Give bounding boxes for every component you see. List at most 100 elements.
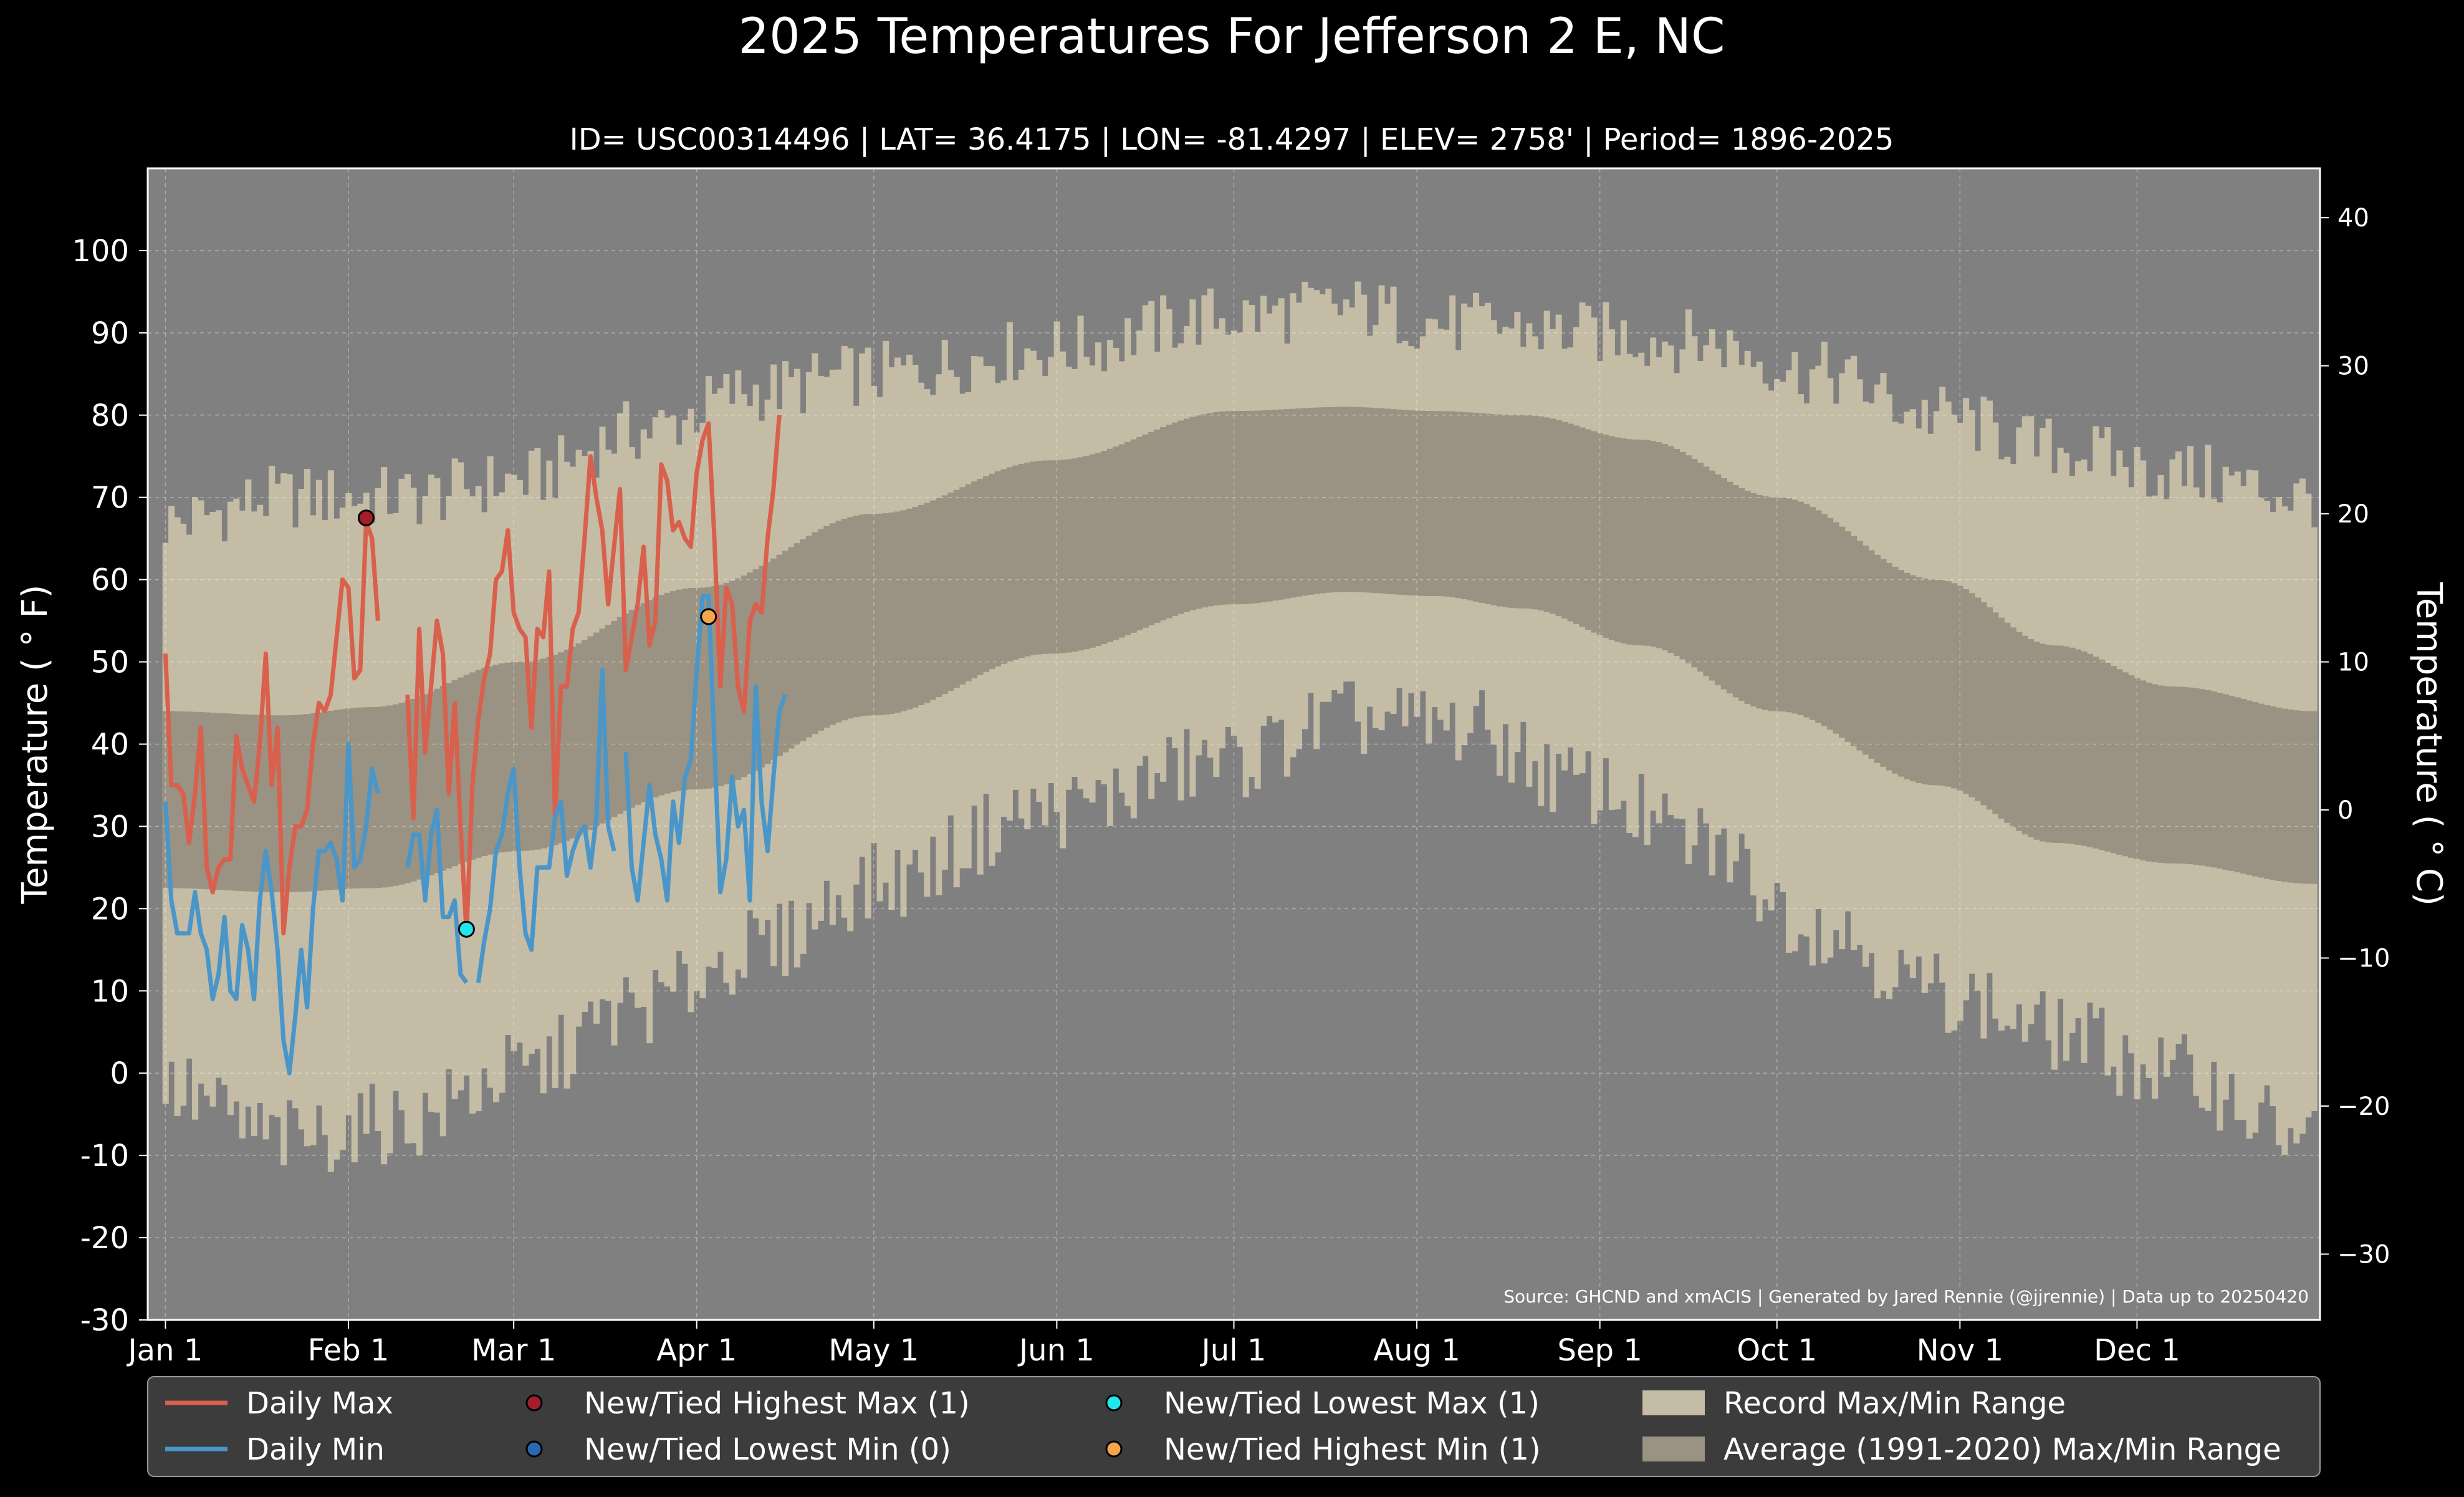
x-tick-label: Mar 1 <box>471 1333 556 1368</box>
normal-range-bar <box>1396 409 1402 595</box>
legend-label: New/Tied Lowest Max (1) <box>1164 1386 1540 1421</box>
normal-range-bar <box>439 686 446 871</box>
normal-range-bar <box>1543 417 1550 612</box>
normal-range-bar <box>670 590 677 792</box>
normal-range-bar <box>2181 686 2188 864</box>
normal-range-bar <box>847 517 854 719</box>
normal-range-bar <box>1461 412 1468 599</box>
normal-range-bar <box>1160 427 1167 621</box>
normal-range-bar <box>1851 536 1858 746</box>
normal-range-bar <box>1349 407 1356 592</box>
normal-range-bar <box>1148 431 1155 625</box>
normal-range-bar <box>499 663 506 853</box>
normal-range-bar <box>1419 410 1426 596</box>
normal-range-bar <box>2210 691 2217 868</box>
normal-range-bar <box>894 511 901 713</box>
normal-range-bar <box>262 715 269 892</box>
normal-range-bar <box>1915 577 1922 783</box>
normal-range-bar <box>475 670 482 858</box>
normal-range-bar <box>245 714 252 892</box>
normal-range-bar <box>900 510 907 711</box>
normal-range-bar <box>953 489 960 688</box>
normal-range-bar <box>1496 414 1503 607</box>
normal-range-bar <box>965 484 972 681</box>
normal-range-bar <box>1030 461 1037 655</box>
normal-range-bar <box>1455 412 1462 599</box>
normal-range-bar <box>1266 410 1273 602</box>
normal-range-bar <box>1833 522 1839 734</box>
y-tick-label-f: 50 <box>91 645 129 680</box>
normal-range-bar <box>2281 708 2288 882</box>
normal-range-bar <box>1762 496 1769 710</box>
legend-item-daily_max: Daily Max <box>165 1386 393 1421</box>
normal-range-bar <box>906 508 913 710</box>
normal-range-bar <box>1272 410 1279 601</box>
normal-range-bar <box>782 551 789 753</box>
normal-range-bar <box>1095 453 1102 647</box>
normal-range-bar <box>2033 642 2040 840</box>
normal-range-bar <box>2092 657 2099 849</box>
legend-swatch-patch <box>1642 1437 1705 1461</box>
normal-range-bar <box>227 713 234 891</box>
normal-range-bar <box>1414 410 1421 596</box>
normal-range-bar <box>1331 407 1338 592</box>
normal-range-bar <box>1550 418 1556 614</box>
normal-range-bar <box>221 713 228 890</box>
normal-range-bar <box>611 620 618 817</box>
normal-range-bar <box>2098 659 2105 850</box>
normal-range-bar <box>1479 413 1485 603</box>
normal-range-bar <box>1626 439 1633 645</box>
normal-range-bar <box>1018 464 1025 658</box>
normal-range-bar <box>1768 497 1775 711</box>
normal-range-bar <box>628 610 635 808</box>
y-tick-label-f: 90 <box>91 316 129 351</box>
normal-range-bar <box>1703 466 1710 676</box>
normal-range-bar <box>1579 427 1586 627</box>
normal-range-bar <box>428 691 434 875</box>
normal-range-bar <box>2057 645 2064 844</box>
series-line <box>163 742 380 1076</box>
normal-range-bar <box>2205 690 2212 867</box>
normal-range-bar <box>1343 407 1349 592</box>
normal-range-bar <box>1502 415 1509 607</box>
normal-range-bar <box>1868 550 1875 759</box>
normal-range-bar <box>1939 580 1946 786</box>
normal-range-bar <box>239 714 246 892</box>
normal-range-bar <box>1963 589 1970 794</box>
y-tick-label-c: 40 <box>2337 204 2369 233</box>
normal-range-bar <box>1785 498 1793 713</box>
normal-range-bar <box>1632 440 1639 645</box>
normal-range-bar <box>1567 423 1574 622</box>
normal-range-bar <box>2169 686 2176 864</box>
normal-range-bar <box>511 662 517 852</box>
normal-range-bar <box>646 600 653 800</box>
normal-range-bar <box>723 582 730 785</box>
series-line <box>405 807 469 984</box>
x-axis-months: Jan 1 Feb 1 Mar 1 Apr 1 May 1 Jun 1 Jul 1 Aug 1… <box>127 1320 2180 1368</box>
normal-range-bar <box>404 701 411 883</box>
normal-range-bars <box>162 407 2318 892</box>
normal-range-bar <box>805 536 812 738</box>
normal-range-bar <box>823 526 830 728</box>
y-axis-celsius: −30 −20 −10 0 10 20 30 40 <box>2320 204 2390 1269</box>
x-tick-label: Sep 1 <box>1558 1333 1642 1368</box>
normal-range-bar <box>1780 498 1786 712</box>
y-tick-label-c: −10 <box>2337 945 2390 973</box>
normal-range-bar <box>481 668 488 857</box>
normal-range-bar <box>1974 597 1982 801</box>
normal-range-bar <box>1862 546 1869 755</box>
normal-range-bar <box>936 498 942 697</box>
legend-label: New/Tied Highest Min (1) <box>1164 1432 1541 1467</box>
normal-range-bar <box>1249 410 1255 604</box>
normal-range-bar <box>2104 663 2111 852</box>
normal-range-bar <box>1980 602 1987 806</box>
y-tick-label-f: 30 <box>91 809 129 844</box>
normal-range-bar <box>1065 459 1072 653</box>
y-tick-label-c: 30 <box>2337 352 2369 381</box>
normal-range-bar <box>752 569 759 771</box>
y-tick-label-c: 20 <box>2337 500 2369 529</box>
legend-label: Daily Max <box>246 1386 393 1421</box>
normal-range-bar <box>941 495 948 695</box>
x-tick-label: Jan 1 <box>127 1333 203 1368</box>
normal-range-bar <box>971 481 978 678</box>
